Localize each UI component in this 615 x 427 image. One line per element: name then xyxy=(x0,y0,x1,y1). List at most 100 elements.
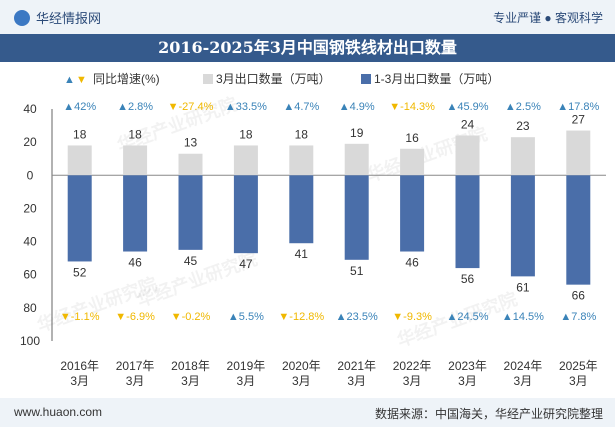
x-tick-label: 2018年 xyxy=(171,359,210,373)
growth-cum-label: ▲14.5% xyxy=(502,311,544,323)
growth-month-label: ▼-14.3% xyxy=(389,101,435,113)
bar-month xyxy=(344,143,369,176)
bar-month-label: 24 xyxy=(461,118,475,132)
legend: ▲ ▼ 同比增速(%) 3月出口数量（万吨） 1-3月出口数量（万吨） xyxy=(64,71,499,86)
growth-cum-label: ▼-9.3% xyxy=(392,311,432,323)
bar-cumulative xyxy=(510,175,535,277)
growth-month-label: ▲45.9% xyxy=(446,101,488,113)
y-tick-label: 0 xyxy=(27,168,34,182)
growth-month-label: ▲4.7% xyxy=(283,101,319,113)
growth-cum-label: ▲7.8% xyxy=(560,311,596,323)
bar-cumulative xyxy=(400,175,425,252)
bar-cumulative xyxy=(123,175,148,252)
bar-month xyxy=(233,145,258,176)
growth-month-label: ▲33.5% xyxy=(225,101,267,113)
logo-icon xyxy=(14,9,30,26)
plot-area: 40200204060801001852▲42%▼-1.1%2016年3月184… xyxy=(20,101,606,388)
x-tick-label: 3月 xyxy=(569,374,588,388)
bar-month-label: 18 xyxy=(128,127,142,141)
y-tick-label: 20 xyxy=(23,201,37,215)
bar-cumulative-label: 46 xyxy=(128,256,142,270)
legend-cum-swatch xyxy=(361,74,371,84)
legend-month-label: 3月出口数量（万吨） xyxy=(216,71,331,86)
bar-cumulative-label: 47 xyxy=(239,257,253,271)
y-tick-label: 40 xyxy=(23,102,37,116)
chart-title: 2016-2025年3月中国钢铁线材出口数量 xyxy=(0,34,615,62)
bar-cumulative-label: 52 xyxy=(73,265,87,279)
bar-month-label: 13 xyxy=(184,136,198,150)
growth-cum-label: ▲23.5% xyxy=(336,311,378,323)
x-tick-label: 2017年 xyxy=(116,359,155,373)
bar-month xyxy=(510,137,535,176)
x-tick-label: 2020年 xyxy=(282,359,321,373)
bar-month-label: 18 xyxy=(295,127,309,141)
growth-month-label: ▲42% xyxy=(63,101,96,113)
growth-cum-label: ▼-6.9% xyxy=(115,311,155,323)
bar-cumulative-label: 51 xyxy=(350,264,364,278)
x-tick-label: 3月 xyxy=(126,374,145,388)
bar-month xyxy=(67,145,92,176)
x-tick-label: 3月 xyxy=(292,374,311,388)
bar-cumulative-label: 66 xyxy=(572,289,586,303)
bar-month xyxy=(566,130,591,176)
x-tick-label: 2022年 xyxy=(393,359,432,373)
legend-growth-marker: ▲ xyxy=(64,74,75,86)
growth-cum-label: ▲5.5% xyxy=(228,311,264,323)
bar-month xyxy=(400,148,425,176)
bar-cumulative xyxy=(566,175,591,285)
x-tick-label: 3月 xyxy=(347,374,366,388)
x-tick-label: 3月 xyxy=(237,374,256,388)
y-tick-label: 40 xyxy=(23,235,37,249)
bar-cumulative xyxy=(233,175,258,254)
bar-cumulative-label: 45 xyxy=(184,254,198,268)
y-tick-label: 100 xyxy=(20,334,40,348)
growth-month-label: ▼-27.4% xyxy=(168,101,214,113)
tagline: 专业严谨 ● 客观科学 xyxy=(493,11,603,25)
bar-cumulative xyxy=(455,175,480,269)
chart: ▲ ▼ 同比增速(%) 3月出口数量（万吨） 1-3月出口数量（万吨） 华经产业… xyxy=(20,71,606,388)
brand-name: 华经情报网 xyxy=(36,11,102,26)
growth-month-label: ▲2.8% xyxy=(117,101,153,113)
bar-month-label: 16 xyxy=(405,131,419,145)
bar-month xyxy=(289,145,314,176)
x-tick-label: 3月 xyxy=(514,374,533,388)
bar-cumulative xyxy=(178,175,203,250)
growth-cum-label: ▼-0.2% xyxy=(171,311,211,323)
bar-month-label: 27 xyxy=(572,113,586,127)
y-tick-label: 80 xyxy=(23,301,37,315)
bar-month-label: 19 xyxy=(350,126,364,140)
legend-growth-marker-down: ▼ xyxy=(76,74,87,86)
y-tick-label: 20 xyxy=(23,135,37,149)
growth-cum-label: ▼-12.8% xyxy=(278,311,324,323)
top-bar: 华经情报网 专业严谨 ● 客观科学 xyxy=(0,0,615,34)
bar-cumulative-label: 61 xyxy=(516,280,530,294)
bar-month-label: 18 xyxy=(73,127,87,141)
x-tick-label: 3月 xyxy=(70,374,89,388)
x-tick-label: 2019年 xyxy=(227,359,266,373)
growth-month-label: ▲4.9% xyxy=(339,101,375,113)
x-tick-label: 3月 xyxy=(403,374,422,388)
growth-month-label: ▲2.5% xyxy=(505,101,541,113)
footer: www.huaon.com 数据来源：中国海关，华经产业研究院整理 xyxy=(0,398,615,427)
bar-cumulative xyxy=(289,175,314,244)
x-tick-label: 2025年 xyxy=(559,359,598,373)
legend-month-swatch xyxy=(203,74,213,84)
bar-cumulative-label: 41 xyxy=(295,247,309,261)
bar-month-label: 23 xyxy=(516,119,530,133)
data-source: 数据来源：中国海关，华经产业研究院整理 xyxy=(374,407,603,421)
x-tick-label: 3月 xyxy=(458,374,477,388)
bar-cumulative xyxy=(67,175,92,262)
bar-month xyxy=(455,135,480,176)
x-tick-label: 2021年 xyxy=(337,359,376,373)
site-url: www.huaon.com xyxy=(14,405,103,419)
bar-month-label: 18 xyxy=(239,127,253,141)
x-tick-label: 2016年 xyxy=(60,359,99,373)
y-tick-label: 60 xyxy=(23,268,37,282)
bar-cumulative-label: 56 xyxy=(461,272,475,286)
bar-month xyxy=(123,145,148,176)
legend-cum-label: 1-3月出口数量（万吨） xyxy=(374,71,499,86)
growth-cum-label: ▼-1.1% xyxy=(60,311,100,323)
bar-cumulative-label: 46 xyxy=(405,256,419,270)
x-tick-label: 2023年 xyxy=(448,359,487,373)
growth-cum-label: ▲24.5% xyxy=(446,311,488,323)
